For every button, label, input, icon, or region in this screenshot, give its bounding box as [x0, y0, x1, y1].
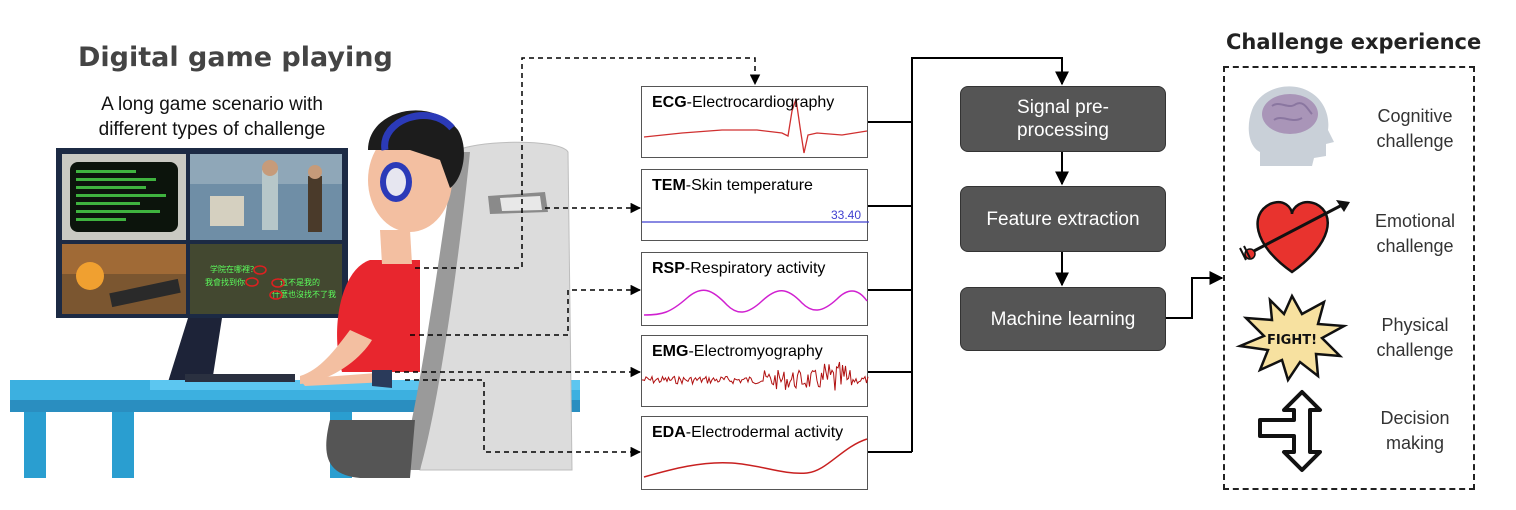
- emotional-label: Emotional challenge: [1374, 211, 1456, 256]
- fight-burst-icon: FIGHT!: [1235, 293, 1349, 383]
- rsp-panel: RSP-Respiratory activity: [641, 252, 868, 326]
- challenge-title: Challenge experience: [1226, 30, 1482, 54]
- game-dialog-text-2: 我會找到你: [205, 277, 245, 287]
- headphone-band: [381, 112, 455, 151]
- game-dialog-text-1: 学院在哪裡？: [210, 264, 258, 274]
- machine-learning-label: Machine learning: [990, 308, 1136, 330]
- ecg-sensor-link: [415, 57, 761, 269]
- eda-sensor-link: [405, 379, 642, 458]
- challenge-frame: [1223, 66, 1475, 490]
- scenario-title: Digital game playing: [78, 42, 393, 73]
- ecg-name: -Electrocardiography: [686, 94, 835, 111]
- brain-head-icon: [1248, 86, 1334, 166]
- tem-value: 33.40: [830, 208, 861, 222]
- tem-abbr: TEM: [652, 177, 686, 194]
- rsp-sensor-link: [410, 284, 642, 336]
- feature-extraction-box: Feature extraction: [960, 186, 1166, 252]
- emg-waveform: [642, 361, 869, 391]
- emg-name: -Electromyography: [688, 343, 823, 360]
- scenario-subtitle: A long game scenario with different type…: [98, 94, 326, 140]
- eda-panel: EDA-Electrodermal activity: [641, 416, 868, 490]
- ecg-panel: ECG-Electrocardiography: [641, 86, 868, 158]
- person-arm: [300, 330, 372, 384]
- eda-abbr: EDA: [652, 424, 686, 441]
- ecg-waveform: [643, 98, 868, 154]
- challenge-icons: FIGHT!: [1235, 86, 1350, 472]
- keyboard: [185, 374, 295, 382]
- gamer-illustration: 学院在哪裡？ 我會找到你 這不是我的 什麼也沒找不了我: [10, 110, 580, 478]
- cognitive-label: Cognitive challenge: [1376, 106, 1454, 151]
- tem-name: -Skin temperature: [685, 177, 813, 194]
- game-dialog-text-4: 什麼也沒找不了我: [272, 289, 336, 299]
- preprocessing-label: Signal pre-processing: [1017, 97, 1109, 141]
- decision-label: Decision making: [1380, 408, 1450, 453]
- game-dialog-text-3: 這不是我的: [280, 277, 320, 287]
- ecg-abbr: ECG: [652, 94, 687, 111]
- rsp-abbr: RSP: [652, 260, 685, 277]
- preprocessing-box: Signal pre-processing: [960, 86, 1166, 152]
- heart-arrow-icon: [1239, 200, 1350, 274]
- monitor-stand: [168, 318, 222, 382]
- chair-seat: [326, 420, 415, 478]
- tem-waveform: [642, 221, 869, 223]
- eda-waveform: [643, 438, 868, 478]
- rsp-name: -Respiratory activity: [684, 260, 826, 277]
- emg-abbr: EMG: [652, 343, 689, 360]
- eda-name: -Electrodermal activity: [685, 424, 844, 441]
- fight-text: FIGHT!: [1267, 333, 1317, 348]
- rsp-waveform: [643, 289, 868, 316]
- ml-to-challenge-link: [1166, 271, 1224, 319]
- emg-panel: EMG-Electromyography: [641, 335, 869, 407]
- fork-arrow-icon: [1258, 390, 1322, 472]
- machine-learning-box: Machine learning: [960, 287, 1166, 351]
- feature-extraction-label: Feature extraction: [986, 208, 1140, 230]
- signals-to-preprocessing-link: [911, 57, 1069, 452]
- physical-label: Physical challenge: [1376, 315, 1454, 360]
- tem-panel: TEM-Skin temperature 33.40: [641, 169, 869, 241]
